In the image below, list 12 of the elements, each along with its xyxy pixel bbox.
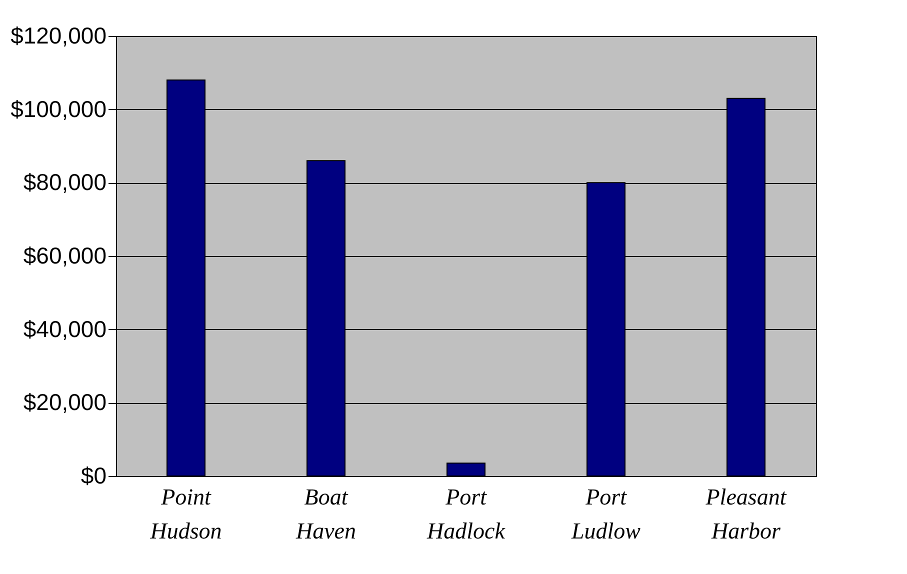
x-tick-label: Boat Haven — [294, 484, 356, 544]
y-tick-label: $120,000 — [10, 22, 106, 48]
y-tick-label: $40,000 — [23, 316, 106, 342]
y-tick-label: $100,000 — [10, 96, 106, 122]
x-tick-label: Port Hadlock — [426, 484, 506, 544]
y-tick-label: $80,000 — [23, 169, 106, 196]
x-tick-label: Port Ludlow — [570, 484, 642, 544]
x-tick-label: Point Hudson — [149, 484, 222, 544]
y-tick-label: $60,000 — [23, 242, 106, 268]
x-tick-label: Pleasant Harbor — [704, 484, 787, 544]
y-tick-label: $0 — [80, 462, 106, 488]
y-tick-label: $20,000 — [23, 389, 106, 416]
